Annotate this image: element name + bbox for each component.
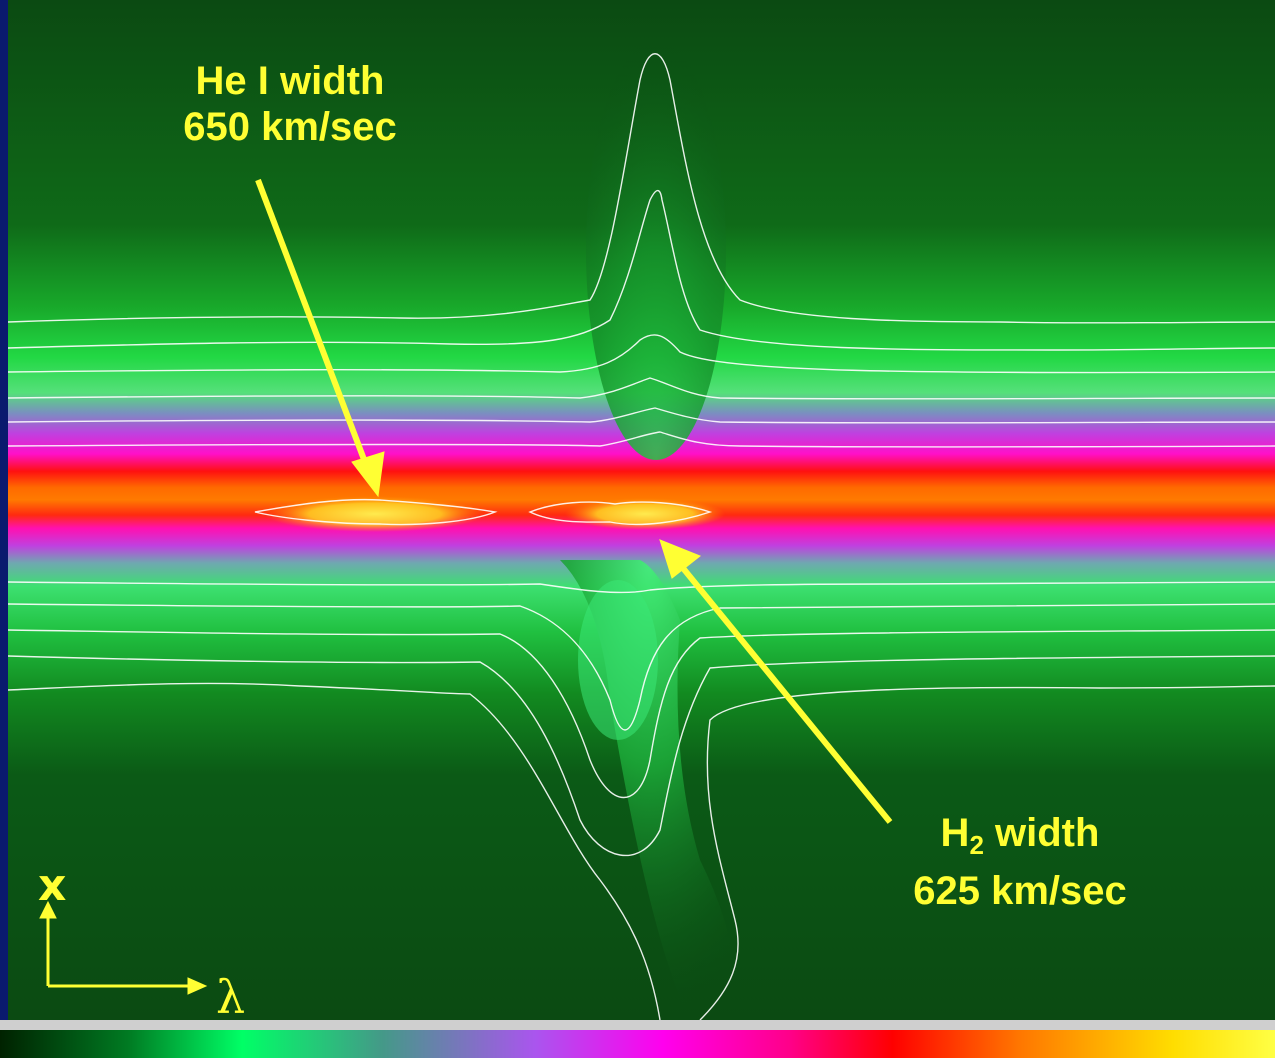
hotspot-he	[265, 496, 485, 532]
h2-line-name: H2 width	[940, 811, 1100, 860]
h2-line-value: 625 km/sec	[913, 869, 1127, 913]
he-arrow	[255, 178, 385, 498]
contour-line	[7, 334, 1275, 374]
contour-lines	[7, 53, 1275, 1021]
lower-lobe-core	[578, 580, 658, 740]
contour-line	[7, 407, 1275, 424]
contour-line	[254, 498, 498, 526]
contour-line	[7, 431, 1275, 448]
contour-line	[7, 189, 1275, 351]
contour-line	[7, 655, 1275, 857]
contour-line	[528, 501, 713, 526]
he-line-value: 650 km/sec	[183, 105, 397, 149]
h2-width-annotation: H2 width 625 km/sec	[870, 810, 1170, 914]
hotspot-h2	[565, 498, 725, 530]
h2-arrow	[659, 539, 893, 824]
spatial-axis-label: x	[38, 860, 67, 911]
contour-line	[7, 682, 661, 1021]
wavelength-axis-label: λ	[216, 970, 246, 1024]
contour-line	[7, 603, 1275, 731]
contour-line	[7, 581, 1275, 594]
axes-indicator	[39, 900, 208, 995]
lower-emission-lobe	[560, 560, 740, 1020]
colorbar	[0, 1030, 1275, 1058]
upper-emission-lobe	[586, 40, 726, 460]
contour-line	[7, 53, 1275, 324]
colorbar-frame	[0, 1020, 1275, 1030]
he-line-name: He I width	[195, 59, 385, 103]
contour-line	[7, 377, 1275, 400]
contour-line	[699, 685, 1275, 1021]
he-width-annotation: He I width 650 km/sec	[150, 58, 430, 150]
contour-line	[7, 629, 1275, 799]
